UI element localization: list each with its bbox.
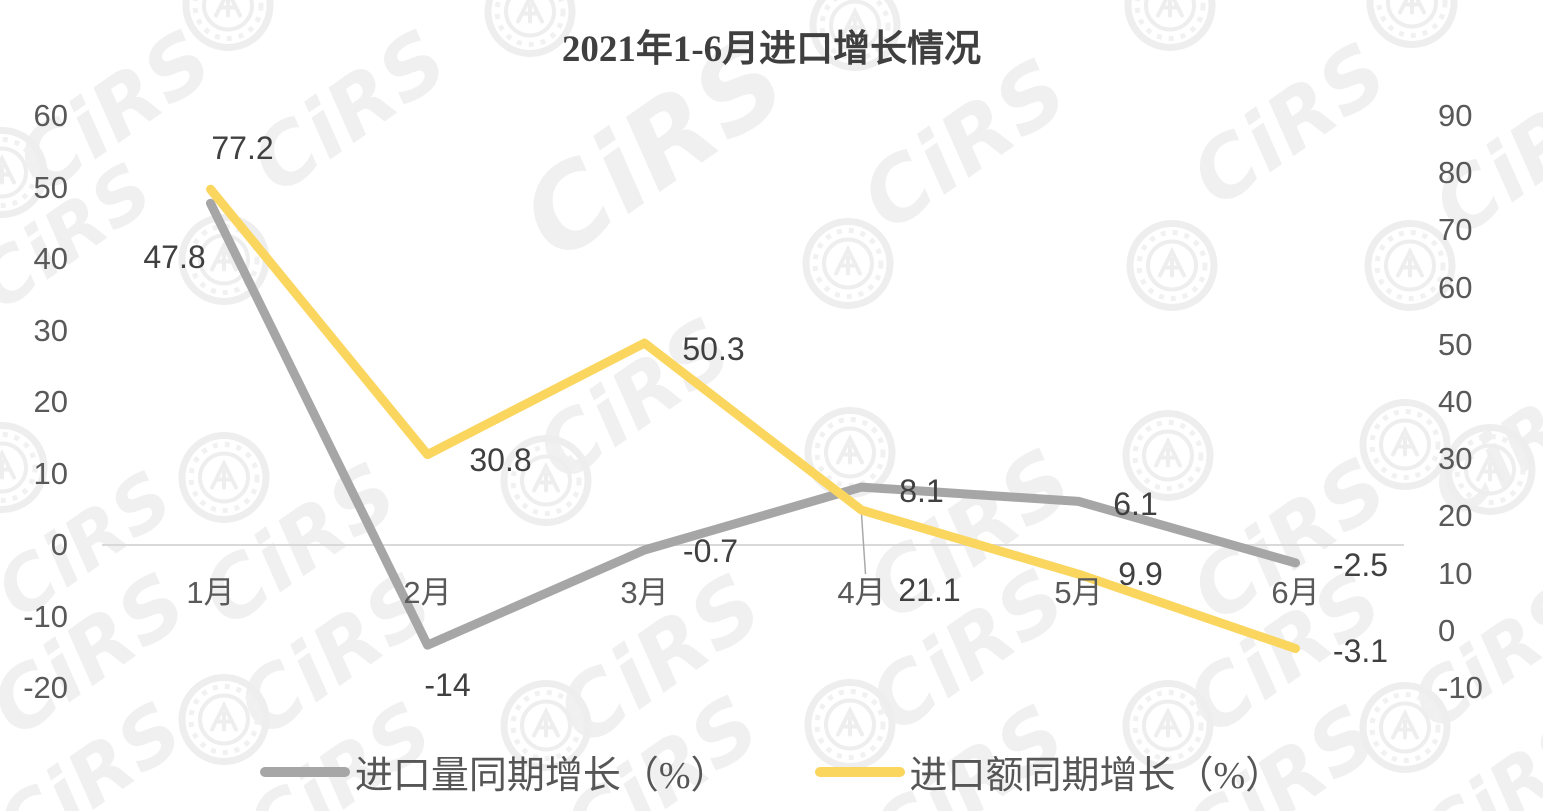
left-axis-tick: 60 [33,98,68,133]
legend-label-import-volume: 进口量同期增长（%） [354,755,729,797]
left-axis-tick: -10 [23,598,68,634]
right-axis-tick: 0 [1438,612,1456,648]
left-axis-tick: -20 [23,670,68,705]
left-axis-tick: 40 [33,241,68,276]
x-axis-label: 6月 [1271,575,1320,610]
right-axis-tick: 60 [1438,269,1473,305]
right-axis-tick: -10 [1438,670,1483,705]
x-axis-label: 1月 [186,575,235,610]
right-axis-tick: 40 [1438,384,1473,419]
series-line-import-volume [206,198,1300,650]
x-axis-label: 3月 [620,575,669,610]
right-axis-tick: 30 [1438,441,1473,477]
left-axis-tick: 30 [33,312,68,348]
data-label: 6.1 [1113,486,1158,523]
right-axis-tick: 80 [1438,155,1473,191]
data-label: -14 [424,667,471,704]
label-leader-line [860,514,867,575]
data-label: -3.1 [1332,632,1389,669]
data-label: 77.2 [211,130,274,167]
data-label: 9.9 [1118,556,1163,593]
legend-item-import-volume: 进口量同期增长（%） [259,744,729,799]
left-axis-tick: 10 [33,455,68,491]
data-label: 30.8 [469,441,532,478]
series-line-import-value [206,184,1300,654]
x-axis-label: 4月 [837,575,886,610]
data-label: -0.7 [682,533,739,569]
right-axis-tick: 90 [1438,98,1473,133]
legend-swatch-gray-line [259,766,350,777]
legend: 进口量同期增长（%） 进口额同期增长（%） [0,744,1543,799]
chart-title: 2021年1-6月进口增长情况 [561,29,982,70]
data-label: 50.3 [682,331,745,368]
x-axis-label: 5月 [1054,575,1103,610]
right-axis-tick: 10 [1438,555,1473,591]
legend-item-import-value: 进口额同期增长（%） [814,744,1284,799]
right-axis-tick: 50 [1438,326,1473,362]
data-label: 8.1 [899,473,944,510]
data-label: 47.8 [143,239,206,276]
legend-label-import-value: 进口额同期增长（%） [909,755,1284,797]
right-axis-tick: 20 [1438,498,1473,534]
legend-swatch-yellow-line [814,766,905,777]
left-axis-tick: 20 [33,384,68,419]
x-axis-label: 2月 [403,575,452,610]
left-axis-tick: 0 [50,527,68,562]
left-axis-tick: 50 [33,169,68,205]
data-label: 21.1 [898,572,961,609]
data-label: -2.5 [1332,546,1389,583]
right-axis-tick: 70 [1438,212,1473,248]
